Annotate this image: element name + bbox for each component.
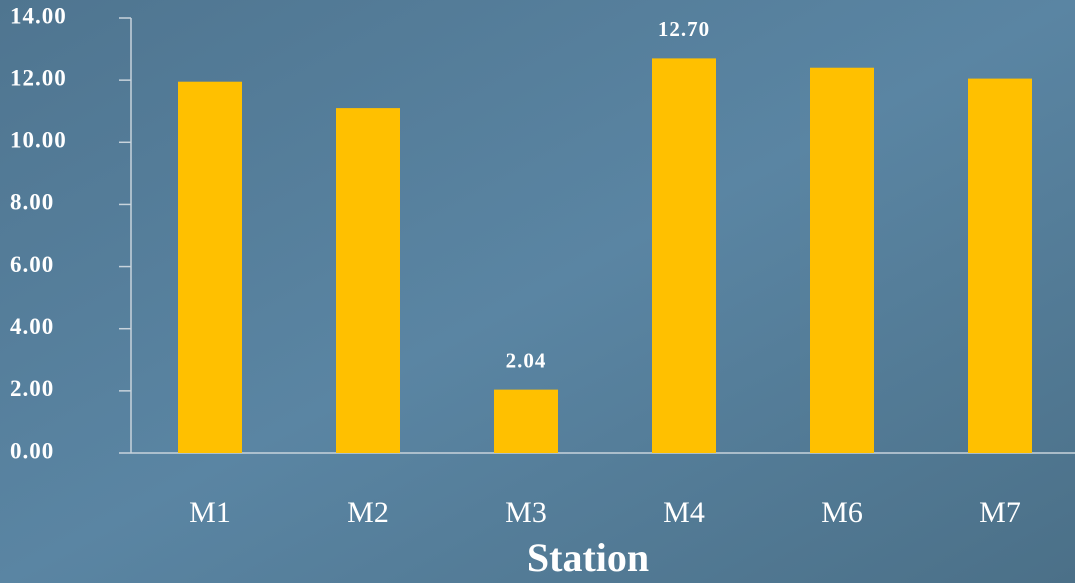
y-tick-label: 4.00 [10,314,54,339]
bar [178,81,242,454]
bar [494,389,558,453]
y-tick-label: 12.00 [10,65,67,90]
y-tick-label: 6.00 [10,252,54,277]
value-label: 12.70 [658,17,710,41]
y-tick-label: 14.00 [10,3,67,28]
bar [968,78,1032,453]
x-axis-title: Station [527,535,649,580]
y-tick-label: 10.00 [10,128,67,153]
x-tick-label: M1 [189,496,231,529]
x-tick-label: M2 [347,496,389,529]
value-label: 2.04 [506,348,547,372]
y-tick-label: 0.00 [10,438,54,463]
bar [336,108,400,453]
y-tick-label: 8.00 [10,190,54,215]
bar [810,67,874,453]
bar [652,58,716,454]
x-tick-label: M3 [505,496,547,529]
y-tick-label: 2.00 [10,376,54,401]
x-tick-label: M6 [821,496,863,529]
x-tick-label: M7 [979,496,1021,529]
x-tick-label: M4 [663,496,705,529]
